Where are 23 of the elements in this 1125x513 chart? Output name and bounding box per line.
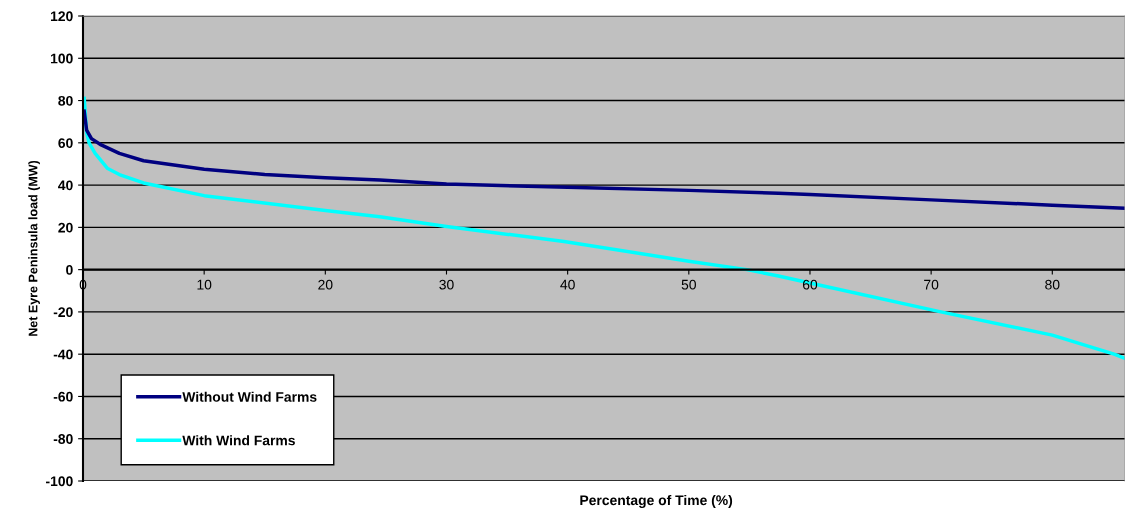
y-tick-label: 80 bbox=[58, 95, 73, 106]
legend-label: With Wind Farms bbox=[182, 435, 295, 446]
y-tick-label: 100 bbox=[50, 53, 73, 64]
y-tick-label: -20 bbox=[53, 307, 73, 318]
y-tick-label: -60 bbox=[53, 391, 73, 402]
x-tick-label: 10 bbox=[197, 279, 212, 290]
y-tick-label: -40 bbox=[53, 349, 73, 360]
y-axis-title: Net Eyre Peninsula load (MW) bbox=[28, 160, 40, 336]
x-tick-label: 30 bbox=[439, 279, 454, 290]
y-tick-label: 0 bbox=[66, 264, 73, 275]
y-tick-label: -100 bbox=[46, 476, 73, 487]
x-tick-label: 50 bbox=[681, 279, 696, 290]
x-tick-label: 40 bbox=[560, 279, 575, 290]
y-tick-label: -80 bbox=[53, 434, 73, 444]
x-tick-label: 20 bbox=[318, 279, 333, 290]
y-tick-label: 40 bbox=[58, 180, 73, 191]
x-tick-label: 80 bbox=[1045, 279, 1060, 290]
y-tick-label: 20 bbox=[58, 222, 73, 233]
x-tick-label: 70 bbox=[924, 279, 939, 290]
y-tick-label: 60 bbox=[58, 138, 73, 148]
y-tick-label: 120 bbox=[50, 11, 73, 22]
x-axis-title: Percentage of Time (%) bbox=[580, 494, 733, 508]
legend-label: Without Wind Farms bbox=[182, 391, 317, 402]
